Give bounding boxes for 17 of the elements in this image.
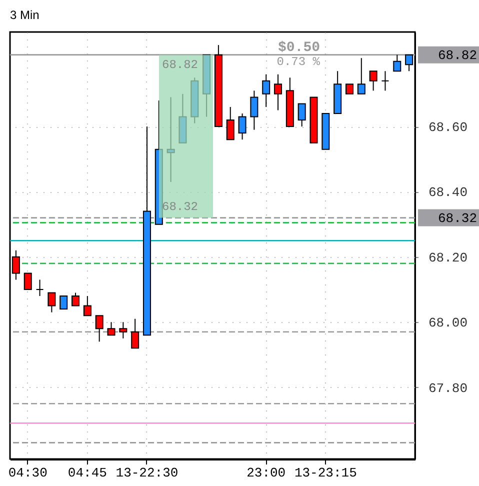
y-tick-label: 68.20 (428, 250, 468, 266)
ref-line-label: 68.32 (438, 210, 477, 226)
annotation: 68.32 (162, 200, 198, 214)
x-tick-label: 23:00 (246, 466, 286, 480)
x-tick-label: 13-22:30 (116, 466, 178, 480)
x-tick-label: 04:30 (8, 466, 48, 480)
y-tick-label: 67.80 (428, 380, 468, 396)
y-tick-label: 68.00 (428, 316, 468, 331)
y-tick-label: 68.60 (428, 120, 468, 136)
y-tick-label: 68.40 (428, 185, 468, 200)
annotation: $0.50 (278, 40, 320, 56)
ref-line-label: 68.82 (438, 48, 477, 63)
annotation: 68.82 (162, 58, 198, 72)
x-tick-label: 13-23:15 (294, 466, 357, 480)
annotation: 0.73 % (276, 55, 321, 69)
x-tick-label: 04:45 (68, 466, 107, 480)
chart-title: 3 Min (10, 8, 40, 22)
